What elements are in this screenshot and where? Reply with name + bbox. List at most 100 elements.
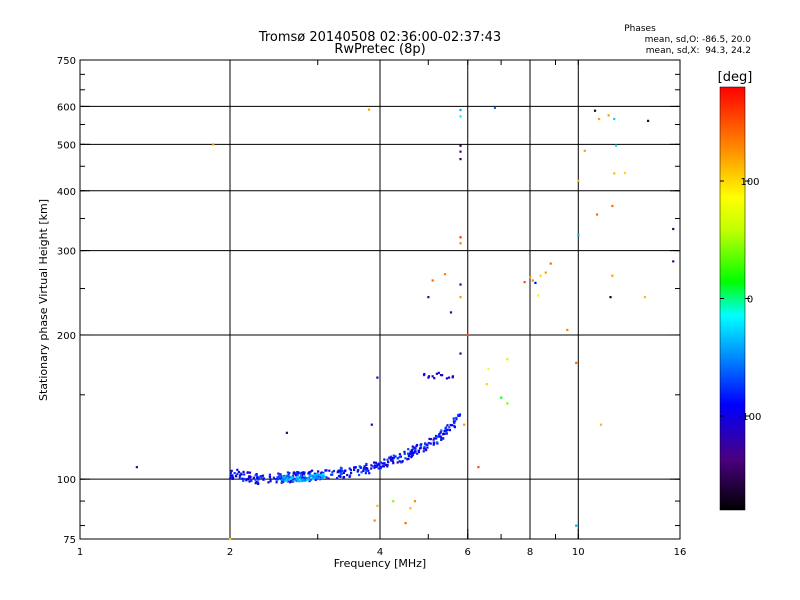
data-point xyxy=(459,144,462,147)
data-point xyxy=(453,422,456,425)
data-point xyxy=(309,478,313,481)
data-point xyxy=(404,457,407,460)
data-point xyxy=(257,478,260,481)
data-point xyxy=(444,429,447,432)
data-point xyxy=(613,117,616,121)
data-point xyxy=(439,435,442,438)
data-point xyxy=(236,468,239,471)
data-point xyxy=(282,476,285,479)
data-point xyxy=(459,242,462,245)
phases-o-mode: mean, sd,O: -86.5, 20.0 xyxy=(645,35,752,45)
data-point xyxy=(348,467,351,470)
data-point xyxy=(445,432,448,435)
colorbar-tick-label: 100 xyxy=(740,177,759,188)
data-point xyxy=(376,463,379,466)
data-point xyxy=(643,296,647,299)
data-point xyxy=(313,477,316,480)
data-point xyxy=(358,465,361,468)
data-point xyxy=(506,402,509,405)
data-point xyxy=(387,460,390,463)
data-point xyxy=(135,466,138,469)
data-point xyxy=(284,474,287,477)
data-point xyxy=(275,481,278,484)
data-point xyxy=(354,466,357,469)
data-point xyxy=(241,477,244,480)
data-point xyxy=(458,413,462,416)
data-point xyxy=(404,521,407,525)
data-point xyxy=(383,458,386,461)
data-point xyxy=(672,260,675,263)
data-point xyxy=(254,482,257,485)
data-point xyxy=(442,437,445,440)
grid xyxy=(80,60,680,539)
data-point xyxy=(229,477,232,480)
data-point xyxy=(416,452,419,455)
data-point xyxy=(242,479,245,482)
data-point xyxy=(237,470,240,474)
data-point xyxy=(362,469,365,472)
data-point xyxy=(302,476,306,480)
data-point xyxy=(320,474,323,477)
data-point xyxy=(398,453,402,456)
data-point xyxy=(286,477,289,480)
data-point xyxy=(459,296,462,299)
data-point xyxy=(367,108,371,111)
data-point xyxy=(399,455,403,458)
data-point xyxy=(292,472,295,475)
data-point xyxy=(362,467,365,470)
data-point xyxy=(428,437,431,441)
data-point xyxy=(414,448,417,451)
data-point xyxy=(531,279,534,282)
data-point xyxy=(450,424,454,427)
data-point xyxy=(577,179,580,182)
x-axis-label: Frequency [MHz] xyxy=(334,557,426,570)
data-point xyxy=(315,475,318,478)
data-point xyxy=(410,449,413,452)
data-point xyxy=(231,474,234,477)
data-point xyxy=(289,479,292,483)
data-point xyxy=(614,144,618,147)
data-point xyxy=(435,372,438,375)
data-point xyxy=(407,457,410,460)
data-point xyxy=(342,471,345,475)
data-point xyxy=(352,468,356,472)
data-point xyxy=(296,475,299,478)
data-point xyxy=(445,377,449,380)
data-point xyxy=(254,474,257,477)
data-point xyxy=(352,466,356,469)
data-point xyxy=(432,441,435,444)
data-point xyxy=(435,437,438,440)
data-point xyxy=(427,375,431,378)
data-point xyxy=(534,281,537,284)
data-point xyxy=(459,236,462,239)
data-point xyxy=(338,474,341,477)
data-point xyxy=(597,117,601,121)
data-point xyxy=(607,114,610,117)
data-point xyxy=(317,473,320,477)
data-point xyxy=(392,500,395,503)
data-point xyxy=(378,462,381,465)
data-point xyxy=(269,478,272,481)
data-point xyxy=(384,463,387,466)
data-point xyxy=(449,311,453,314)
data-point xyxy=(240,473,243,476)
data-point xyxy=(296,473,299,476)
data-point xyxy=(445,431,448,434)
data-point xyxy=(365,467,368,470)
colorbar xyxy=(719,86,746,511)
data-point xyxy=(422,447,426,450)
x-tick-label: 8 xyxy=(527,547,533,558)
data-point xyxy=(433,377,436,380)
data-point xyxy=(359,466,362,469)
data-point xyxy=(385,464,389,467)
data-point xyxy=(339,472,343,475)
data-point xyxy=(410,454,414,458)
y-axis-label: Stationary phase Virtual Height [km] xyxy=(37,199,50,401)
x-tick-label: 4 xyxy=(377,547,383,558)
data-point xyxy=(277,472,280,475)
data-point xyxy=(392,462,395,465)
data-point xyxy=(297,471,300,474)
data-point xyxy=(233,471,236,475)
data-point xyxy=(295,479,298,483)
